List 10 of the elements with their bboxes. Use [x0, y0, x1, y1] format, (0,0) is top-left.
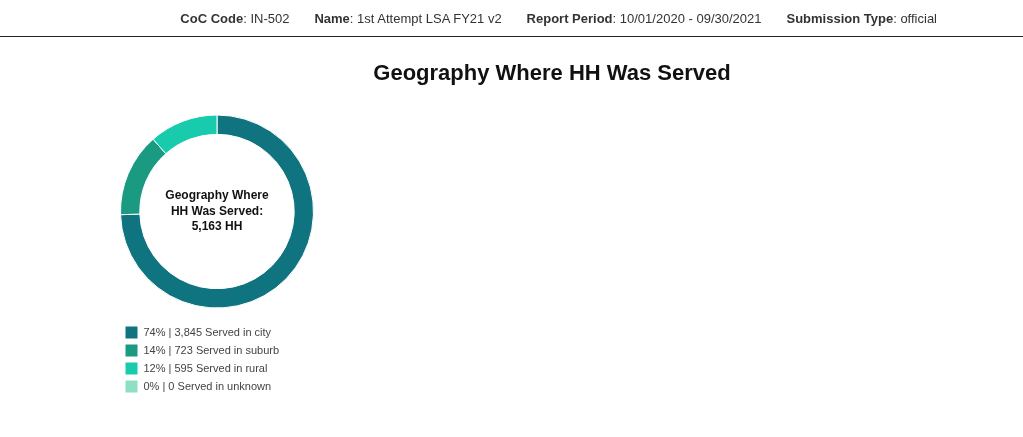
legend-label: 14% | 723 Served in suburb — [143, 343, 280, 356]
legend-label: 12% | 595 Served in rural — [143, 361, 268, 374]
text: Name: 1st Attempt LSA FY21 v2 — [314, 10, 502, 26]
text: Geography Where HH Was Served — [372, 60, 732, 86]
text: Report Period: 10/01/2020 - 09/30/2021 — [526, 10, 762, 26]
legend-label: 0% | 0 Served in unknown — [143, 379, 272, 392]
text: Submission Type: official — [786, 10, 937, 26]
legend-label: 74% | 3,845 Served in city — [143, 325, 272, 338]
text: Geography Where HH Was Served: 5,163 HH — [165, 188, 269, 234]
text: CoC Code: IN-502 — [180, 10, 290, 26]
